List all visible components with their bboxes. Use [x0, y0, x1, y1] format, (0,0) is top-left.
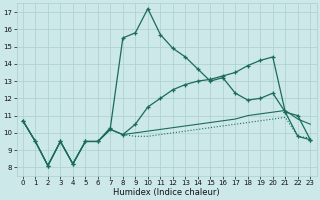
X-axis label: Humidex (Indice chaleur): Humidex (Indice chaleur): [113, 188, 220, 197]
